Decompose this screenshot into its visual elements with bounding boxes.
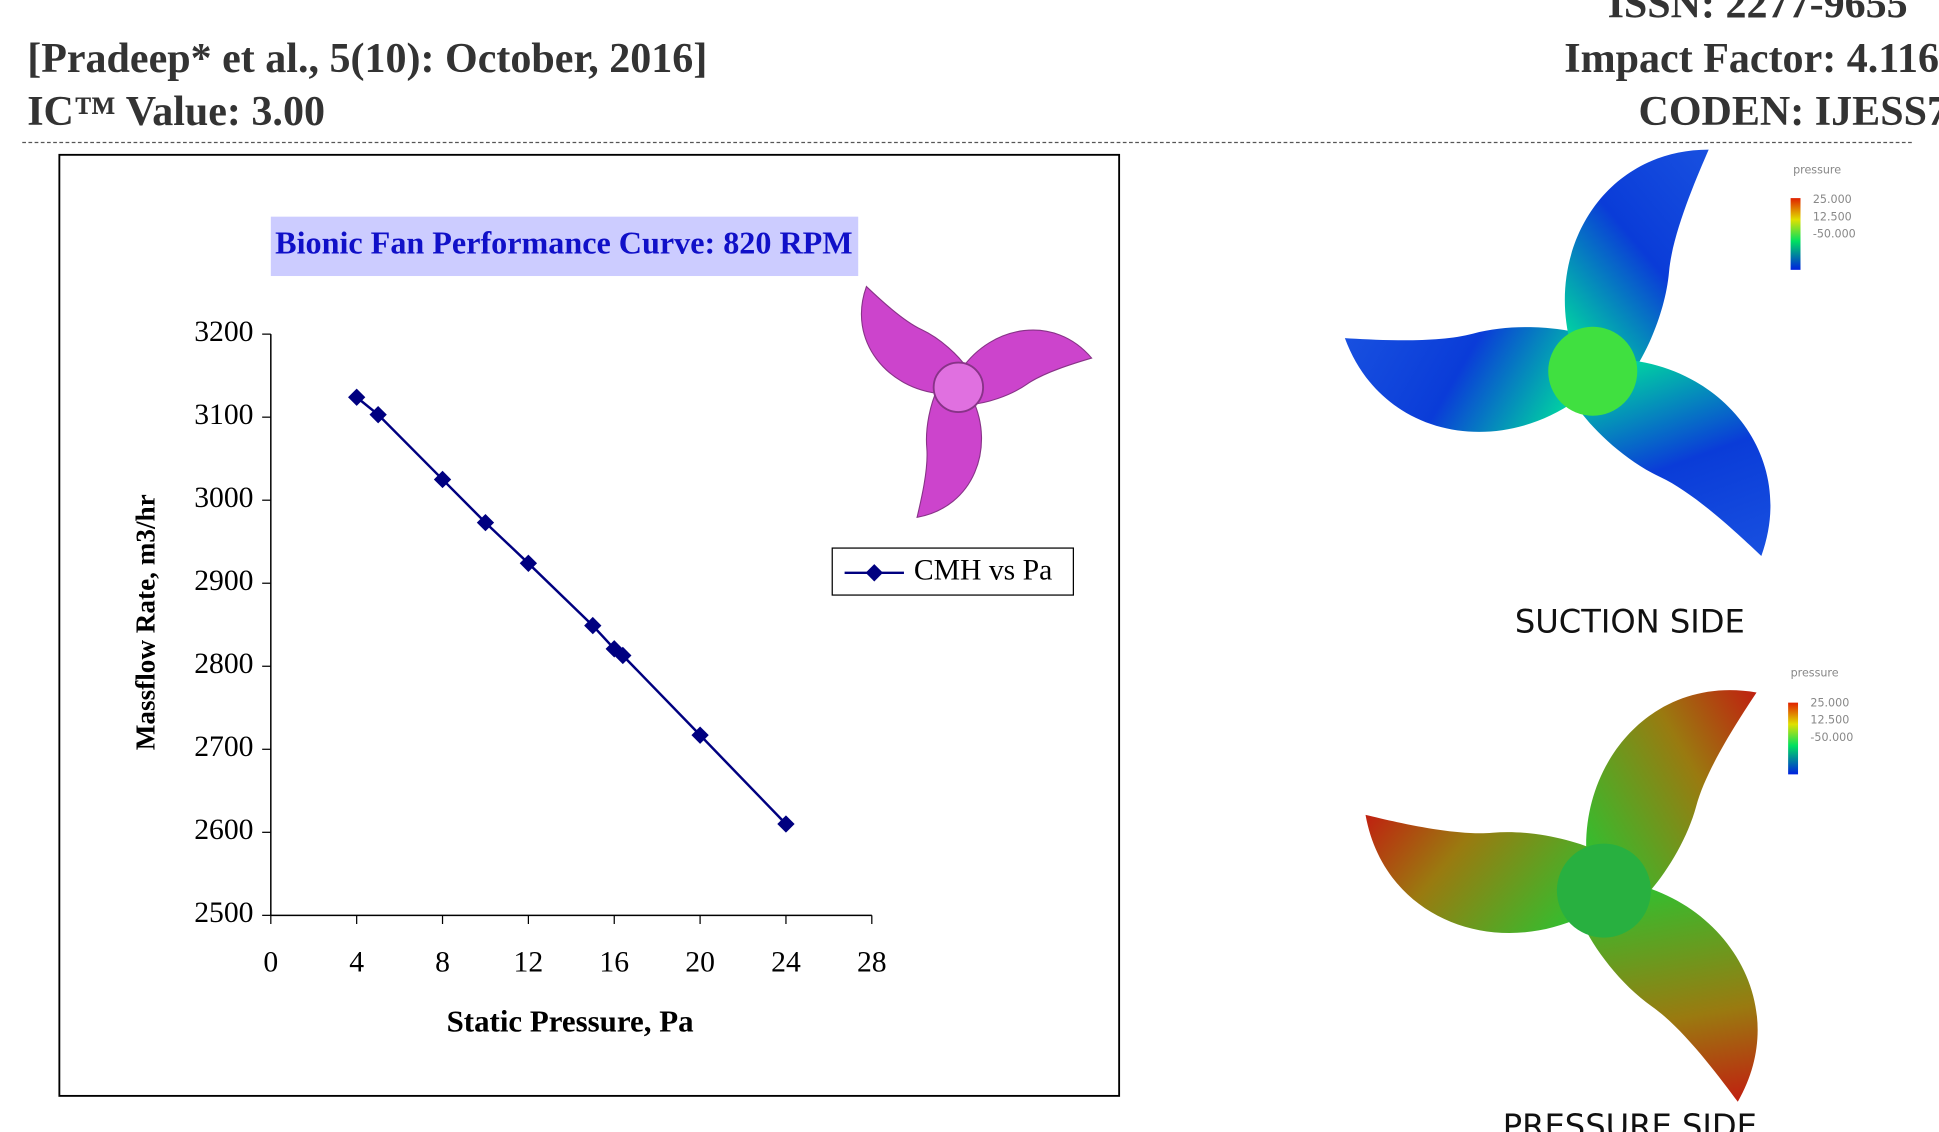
y-tick-label: 2500 — [194, 897, 253, 929]
header-left: [Pradeep* et al., 5(10): October, 2016] — [27, 36, 707, 82]
y-tick-label: 2600 — [194, 814, 253, 846]
header-left: IC™ Value: 3.00 — [27, 89, 325, 135]
data-point — [476, 513, 495, 532]
data-point — [614, 646, 632, 665]
page-header: [Pradeep* et al., 5(10): October, 2016] … — [22, 0, 1939, 144]
colorbar — [1788, 702, 1799, 775]
colorbar — [1790, 198, 1801, 270]
figure-caption: SUCTION SIDE — [1515, 603, 1745, 641]
colorbar-label: pressure — [1793, 163, 1841, 176]
y-axis-label: Massflow Rate, m3/hr — [131, 494, 161, 750]
data-point — [691, 726, 709, 744]
x-tick-label: 20 — [685, 947, 715, 979]
x-axis-label: Static Pressure, Pa — [447, 1003, 694, 1038]
data-point — [519, 554, 538, 572]
x-tick-label: 8 — [435, 947, 450, 979]
x-tick-label: 24 — [771, 947, 801, 979]
fan-suction — [1327, 123, 1794, 598]
chart-title: Bionic Fan Performance Curve: 820 RPM — [275, 225, 853, 261]
header-right: ISSN: 2277-9655 — [1608, 0, 1908, 28]
colorbar-label: 12.500 — [1813, 210, 1852, 223]
fan-icon — [848, 263, 1096, 530]
series-line — [355, 396, 787, 825]
legend-label: CMH vs Pa — [914, 555, 1052, 587]
header-right: Impact Factor: 4.116 — [1564, 36, 1939, 82]
colorbar-label: 25.000 — [1810, 696, 1849, 709]
title-box — [270, 216, 859, 277]
colorbar-labels: pressure 25.000 12.500 -50.000 — [1793, 163, 1856, 240]
fan-pressure — [1343, 663, 1818, 1124]
colorbar-label: -50.000 — [1810, 731, 1853, 744]
header-right: CODEN: IJESS7 — [1639, 89, 1939, 135]
data-point — [348, 388, 366, 406]
x-tick-label: 16 — [599, 947, 629, 979]
legend-marker — [865, 564, 883, 582]
x-tick-label: 12 — [514, 947, 544, 979]
colorbar-label: -50.000 — [1813, 228, 1856, 241]
x-tick-label: 0 — [263, 947, 278, 979]
y-tick-label: 3000 — [194, 482, 253, 514]
figure-caption: PRESSURE SIDE — [1503, 1107, 1757, 1132]
colorbar-label: 25.000 — [1813, 193, 1852, 206]
data-point — [369, 406, 387, 424]
colorbar-label: 12.500 — [1810, 714, 1849, 727]
data-point — [777, 815, 795, 833]
y-tick-label: 2700 — [194, 731, 253, 763]
colorbar-label: pressure — [1791, 667, 1839, 680]
y-tick-label: 2800 — [194, 648, 253, 680]
y-tick-label: 3200 — [194, 316, 253, 348]
x-tick-label: 4 — [349, 947, 364, 979]
y-tick-label: 3100 — [194, 399, 253, 431]
x-tick-label: 28 — [857, 947, 887, 979]
data-point — [433, 470, 452, 489]
colorbar-labels: pressure 25.000 12.500 -50.000 — [1791, 667, 1854, 744]
y-tick-label: 2900 — [194, 565, 253, 597]
